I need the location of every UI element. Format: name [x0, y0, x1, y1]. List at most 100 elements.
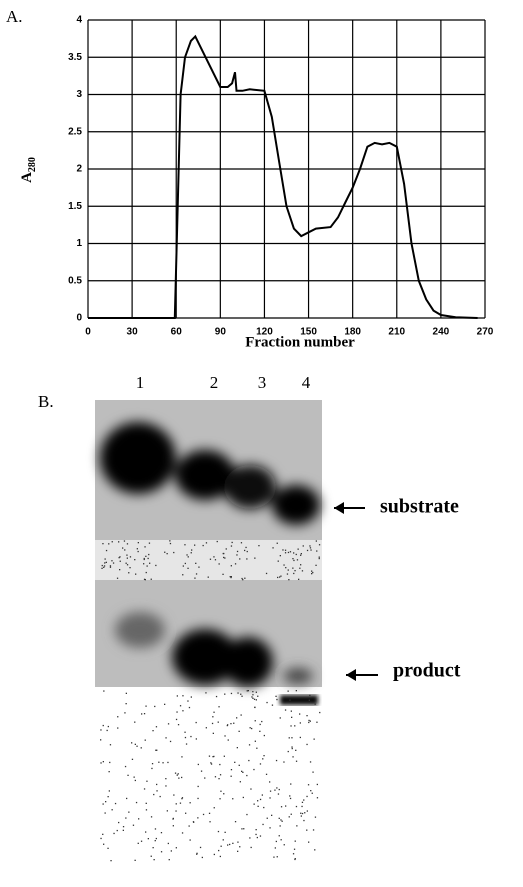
speckle [288, 569, 289, 570]
speckle [248, 760, 249, 761]
speckle [299, 713, 300, 714]
speckle [202, 857, 203, 858]
speckle [101, 568, 102, 569]
speckle [197, 817, 198, 818]
speckle [255, 741, 256, 742]
speckle [138, 542, 139, 543]
speckle [128, 812, 129, 813]
speckle [279, 576, 280, 577]
speckle [269, 781, 270, 782]
speckle [194, 578, 195, 579]
speckle [252, 698, 253, 699]
speckle [237, 842, 238, 843]
speckle [270, 791, 271, 792]
speckle [148, 558, 149, 559]
speckle [180, 705, 181, 706]
speckle [284, 844, 285, 845]
speckle [240, 694, 241, 695]
speckle [260, 724, 261, 725]
speckle [190, 839, 191, 840]
speckle [145, 556, 146, 557]
speckle [153, 847, 154, 848]
speckle [224, 557, 225, 558]
speckle [310, 790, 311, 791]
speckle [269, 827, 270, 828]
speckle [291, 746, 292, 747]
speckle [242, 579, 243, 580]
speckle [251, 696, 252, 697]
speckle [169, 859, 170, 860]
speckle [182, 710, 183, 711]
speckle [167, 762, 168, 763]
speckle [262, 758, 263, 759]
speckle [148, 554, 149, 555]
gel-smear [280, 695, 318, 705]
speckle [231, 776, 232, 777]
speckle [176, 711, 177, 712]
x-tick-label: 240 [433, 327, 450, 338]
speckle [237, 692, 238, 693]
speckle [118, 541, 119, 542]
speckle [237, 747, 238, 748]
x-tick-label: 30 [127, 327, 139, 338]
speckle [319, 712, 320, 713]
speckle [135, 860, 136, 861]
speckle [222, 574, 223, 575]
speckle [177, 695, 178, 696]
speckle [219, 563, 220, 564]
speckle [188, 556, 189, 557]
speckle [236, 717, 237, 718]
speckle [215, 776, 216, 777]
speckle [252, 694, 253, 695]
speckle [235, 821, 236, 822]
speckle [119, 557, 120, 558]
speckle [117, 578, 118, 579]
band-label: product [393, 660, 461, 682]
speckle [148, 838, 149, 839]
speckle [300, 813, 301, 814]
speckle [249, 837, 250, 838]
speckle [281, 806, 282, 807]
speckle [257, 696, 258, 697]
speckle [124, 540, 125, 541]
speckle [289, 737, 290, 738]
speckle [262, 824, 263, 825]
speckle [307, 550, 308, 551]
speckle [136, 746, 137, 747]
speckle [276, 760, 277, 761]
speckle [173, 818, 174, 819]
speckle [282, 549, 283, 550]
speckle [237, 551, 238, 552]
speckle [230, 723, 231, 724]
speckle [306, 715, 307, 716]
speckle [310, 761, 311, 762]
speckle [319, 558, 320, 559]
x-tick-label: 0 [85, 327, 91, 338]
speckle [161, 851, 162, 852]
speckle [224, 756, 225, 757]
speckle [195, 563, 196, 564]
speckle [223, 839, 224, 840]
speckle [185, 813, 186, 814]
speckle [152, 763, 153, 764]
speckle [306, 796, 307, 797]
speckle [123, 826, 124, 827]
page-body: A. A280 Fraction number B. substrate pro… [0, 0, 523, 882]
speckle [298, 579, 299, 580]
speckle [291, 814, 292, 815]
speckle [154, 706, 155, 707]
speckle [308, 720, 309, 721]
speckle [283, 564, 284, 565]
speckle [280, 819, 281, 820]
speckle [267, 818, 268, 819]
speckle [295, 750, 296, 751]
speckle [294, 725, 295, 726]
speckle [205, 692, 206, 693]
speckle [102, 834, 103, 835]
speckle [282, 821, 283, 822]
y-tick-label: 1 [76, 238, 82, 249]
speckle [167, 810, 168, 811]
speckle [293, 853, 294, 854]
speckle [290, 725, 291, 726]
speckle [243, 797, 244, 798]
